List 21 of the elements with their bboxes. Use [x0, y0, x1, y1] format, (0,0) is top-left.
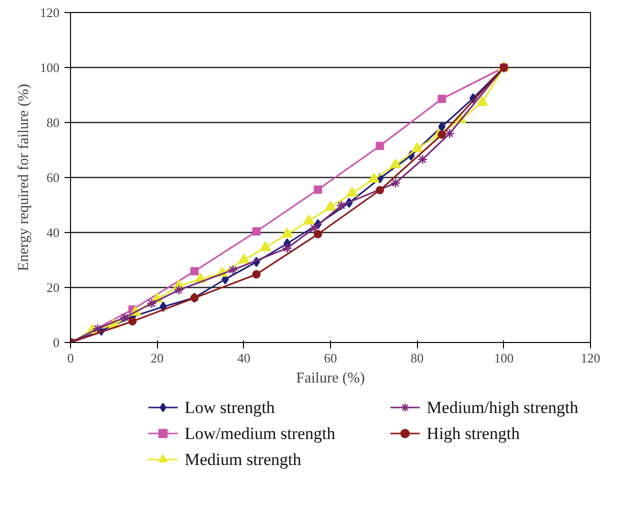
y-tick-label: 0: [53, 335, 60, 350]
y-tick-label: 120: [40, 5, 60, 20]
y-tick-label: 60: [46, 170, 60, 185]
x-tick-label: 0: [67, 350, 74, 366]
x-tick-label: 20: [150, 350, 164, 366]
legend-label: Low strength: [184, 398, 276, 417]
legend-label: Medium/high strength: [426, 398, 579, 417]
x-axis-title: Failure (%): [296, 370, 365, 386]
y-axis-title: Energy required for failure (%): [16, 84, 32, 272]
legend-label: High strength: [426, 424, 520, 443]
y-tick-label: 40: [46, 225, 60, 240]
x-tick-label: 80: [410, 350, 424, 366]
x-tick-label: 100: [494, 350, 514, 366]
y-tick-label: 100: [40, 60, 60, 75]
legend-label: Low/medium strength: [184, 424, 336, 443]
y-tick-label: 20: [46, 280, 60, 295]
y-tick-label: 80: [46, 115, 60, 130]
x-tick-label: 120: [580, 350, 600, 366]
x-tick-label: 60: [324, 350, 337, 366]
legend-label: Medium strength: [184, 450, 302, 469]
x-tick-label: 40: [237, 350, 250, 366]
